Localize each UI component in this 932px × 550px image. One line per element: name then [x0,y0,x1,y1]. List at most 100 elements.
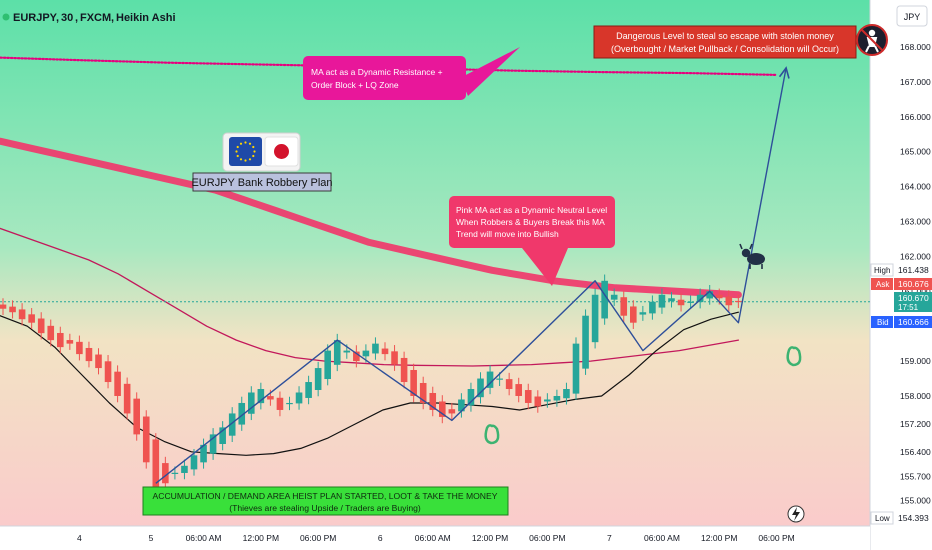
robber-icon-slash [861,29,883,51]
eu-star-icon [244,141,247,144]
alert-lightning-icon[interactable] [787,505,805,523]
eu-star-icon [235,150,238,153]
candle-body [429,392,437,410]
time-tick-label: 4 [77,533,82,543]
candle-body [286,402,293,405]
symbol-broker[interactable]: FXCM [80,12,111,24]
symbol-chart-style[interactable]: Heikin Ashi [116,12,176,24]
candle-body [18,309,26,320]
header-separator: , [111,12,114,24]
bull-icon-horns [739,243,753,250]
bull-icon [739,243,765,269]
header-separator: , [75,12,78,24]
candle-body [467,389,475,406]
symbol-pair[interactable]: EURJPY [13,12,58,24]
candle-body [505,379,513,390]
candle-body [458,399,465,412]
symbol-interval[interactable]: 30 [61,12,73,24]
candle-body [725,296,733,306]
candle-body [267,396,274,400]
candle-body [257,389,265,404]
eu-star-icon [236,154,239,158]
currency-badge-label: JPY [904,12,921,22]
candle-body [200,444,207,463]
candle-body [620,297,628,316]
low-tag-label: Low [875,514,890,523]
time-tick-label: 12:00 PM [472,533,508,543]
candle-body [524,390,532,403]
last-price-tag-value: 160.670 [898,293,929,303]
candle-body [448,409,456,414]
flags-badge [222,132,301,172]
candle-body [133,398,140,435]
candle-body [687,301,694,303]
eu-star-icon [244,159,247,162]
candle-body [162,463,169,484]
candle-body [372,343,379,354]
eu-star-icon [239,142,243,145]
time-tick-label: 06:00 AM [415,533,451,543]
bid-tag-value: 160.666 [898,317,929,327]
candle-body [305,382,312,398]
candle-body [582,315,589,369]
candle-body [324,350,331,380]
resistance-note-box [303,56,466,100]
candle-body [515,384,522,396]
accumulation-note-line1: ACCUMULATION / DEMAND AREA HEIST PLAN ST… [153,491,498,501]
neutral-note-pointer [522,248,568,286]
candle-body [553,395,561,401]
price-tick-label: 165.000 [900,147,931,157]
candle-body [333,340,341,365]
alert-lightning-bolt [792,507,800,521]
candle-body [362,350,370,357]
zigzag-line [155,67,787,484]
candle-body [142,416,150,463]
candle-body [28,314,35,323]
candle-body [668,298,675,302]
candle-body [572,343,580,394]
candle-body [630,306,637,323]
currency-badge[interactable] [896,5,928,27]
price-tags: High 161.438 Ask 160.676 160.670 17:51 B… [870,263,932,525]
robber-icon-head [868,29,876,37]
neutral-note-line2: When Robbers & Buyers Break this MA [456,217,605,227]
candle-body [95,354,102,369]
candle-body [353,351,360,362]
candle-body [400,357,408,383]
header-separator: , [56,12,59,24]
eu-star-icon [236,145,239,149]
candles [0,274,742,494]
time-tick-label: 7 [607,533,612,543]
candle-body [410,369,417,396]
bull-icon-head [741,248,751,258]
candle-body [76,341,83,355]
candle-body [534,396,542,407]
eu-star-icon [252,154,255,158]
time-axis-panel[interactable] [0,526,870,550]
candle-body [706,291,713,299]
candle-body [66,340,74,344]
candle-body [295,392,303,404]
black-ma-line [0,311,740,456]
time-tick-label: 5 [149,533,154,543]
accumulation-note-box [142,486,509,516]
candle-body [57,332,64,348]
bid-tag-label: Bid [877,318,889,327]
neutral-note-line1: Pink MA act as a Dynamic Neutral Level [456,205,607,215]
zigzag-path [155,66,790,484]
candle-body [123,383,131,414]
plan-title: EURJPY Bank Robbery Plan [191,177,332,189]
candle-body [715,294,723,299]
ask-tag-value-bg [894,278,932,290]
time-tick-label: 06:00 AM [644,533,680,543]
candle-body [639,312,647,315]
high-tag-label: High [874,266,890,275]
money-bag-icon [484,424,500,445]
candle-body [181,465,188,473]
price-tick-label: 157.200 [900,419,931,429]
candle-body [477,378,484,398]
low-tag-label-bg [870,511,894,525]
candle-body [544,399,551,402]
time-tick-label: 6 [378,533,383,543]
